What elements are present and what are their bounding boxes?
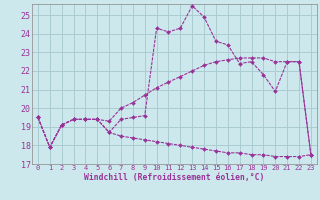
X-axis label: Windchill (Refroidissement éolien,°C): Windchill (Refroidissement éolien,°C) <box>84 173 265 182</box>
